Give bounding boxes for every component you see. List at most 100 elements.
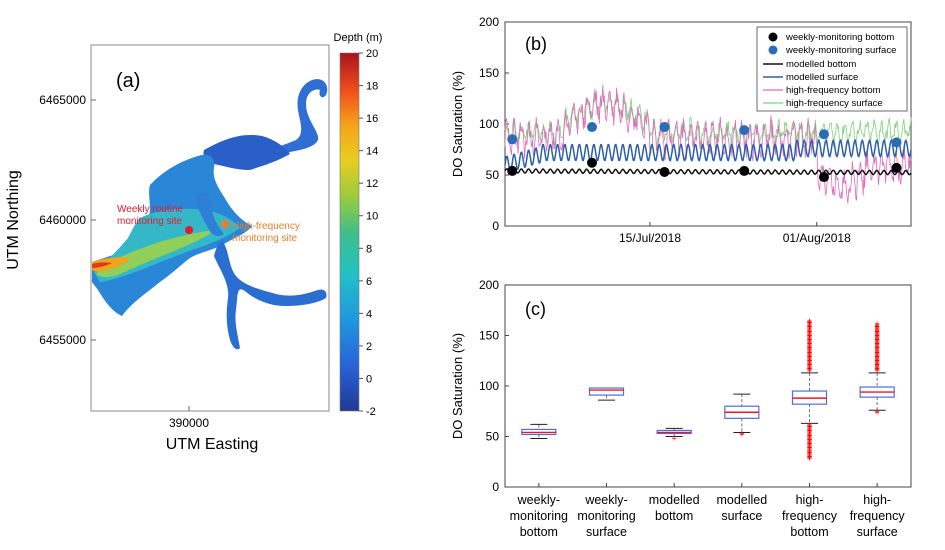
y-tick-label: 150 (479, 66, 499, 80)
outlier: + (807, 318, 812, 328)
y-tick-label: 6465000 (39, 93, 86, 107)
outlier: + (875, 346, 880, 356)
outlier: + (807, 447, 812, 457)
point-weekly-bottom (819, 172, 829, 183)
category-label: bottom (790, 525, 828, 539)
outlier: + (807, 350, 812, 360)
outlier: + (875, 364, 880, 374)
outlier: + (807, 420, 812, 430)
box-0 (521, 423, 557, 440)
category-label: high- (863, 493, 891, 507)
series-line-modelled-surface (504, 138, 912, 173)
box-4: ++++++++++++++++++++++++++++++++++++++++… (791, 316, 828, 464)
outlier: + (807, 319, 812, 329)
legend-entry: weekly-monitoring surface (785, 45, 896, 56)
outlier: + (807, 442, 812, 452)
outlier: + (807, 349, 812, 359)
outlier: + (875, 331, 880, 341)
river-upper (256, 79, 328, 166)
outlier: + (807, 344, 812, 354)
colorbar-tick-label: 16 (366, 113, 378, 125)
outlier: + (807, 325, 812, 335)
outlier: + (807, 335, 812, 345)
outlier: + (672, 434, 677, 444)
outlier: + (875, 347, 880, 357)
outlier: + (807, 317, 812, 327)
outlier: + (875, 363, 880, 373)
colorbar-tick-label: 0 (366, 373, 372, 385)
outlier: + (875, 361, 880, 371)
outlier: + (875, 356, 880, 366)
outlier: + (807, 326, 812, 336)
colorbar-tick-label: 6 (366, 276, 372, 288)
outlier: + (807, 338, 812, 348)
outlier: + (807, 329, 812, 339)
outlier: + (807, 434, 812, 444)
outlier: + (875, 335, 880, 345)
outlier: + (875, 341, 880, 351)
outlier: + (875, 320, 880, 330)
colorbar-tick-label: 12 (366, 178, 378, 190)
plot-c-frame (504, 284, 912, 488)
category-label: modelled (649, 493, 700, 507)
outlier: + (875, 359, 880, 369)
panel-a-label: (a) (116, 70, 140, 92)
outlier: + (875, 326, 880, 336)
outlier: + (807, 449, 812, 459)
outlier: + (875, 348, 880, 358)
outlier: + (807, 366, 812, 376)
outlier: + (807, 351, 812, 361)
weekly-site-label-2: monitoring site (117, 216, 182, 227)
colorbar-tick-label: 8 (366, 243, 372, 255)
y-tick-label: 6460000 (39, 213, 86, 227)
outlier: + (875, 406, 880, 416)
outlier: + (807, 321, 812, 331)
x-tick-label: 15/Jul/2018 (619, 231, 681, 245)
outlier: + (807, 339, 812, 349)
category-label: surface (857, 525, 898, 539)
outlier: + (875, 342, 880, 352)
outlier: + (875, 322, 880, 332)
outlier: + (807, 451, 812, 461)
outlier: + (875, 334, 880, 344)
outlier: + (807, 441, 812, 451)
outlier: + (875, 346, 880, 356)
outlier: + (875, 321, 880, 331)
outlier: + (807, 317, 812, 327)
category-label: surface (586, 525, 627, 539)
outlier: + (807, 327, 812, 337)
outlier: + (807, 338, 812, 348)
point-weekly-surface (659, 122, 670, 133)
outlier: + (807, 334, 812, 344)
outlier: + (807, 320, 812, 330)
outlier: + (807, 446, 812, 456)
colorbar-tick-label: -2 (366, 406, 376, 418)
outlier: + (807, 429, 812, 439)
outlier: + (807, 428, 812, 438)
outlier: + (875, 332, 880, 342)
weekly-site-marker (185, 226, 193, 234)
panel-b-legend: weekly-monitoring bottom weekly-monitori… (756, 26, 908, 112)
outlier: + (807, 354, 812, 364)
outlier: + (875, 366, 880, 376)
panel-c-x-labels: weekly-monitoring bottom weekly-monitoring… (510, 483, 905, 539)
outlier: + (807, 355, 812, 365)
point-weekly-surface (891, 137, 902, 148)
y-tick-label: 100 (479, 117, 499, 131)
river-lower-tail (196, 193, 224, 236)
outlier: + (807, 421, 812, 431)
category-label: weekly- (584, 493, 627, 507)
outlier: + (875, 353, 880, 363)
outlier: + (875, 325, 880, 335)
outlier: + (807, 363, 812, 373)
outlier: + (807, 340, 812, 350)
outlier: + (875, 325, 880, 335)
outlier: + (807, 421, 812, 431)
outlier: + (875, 351, 880, 361)
outlier: + (875, 338, 880, 348)
outlier: + (807, 346, 812, 356)
outlier: + (875, 355, 880, 365)
